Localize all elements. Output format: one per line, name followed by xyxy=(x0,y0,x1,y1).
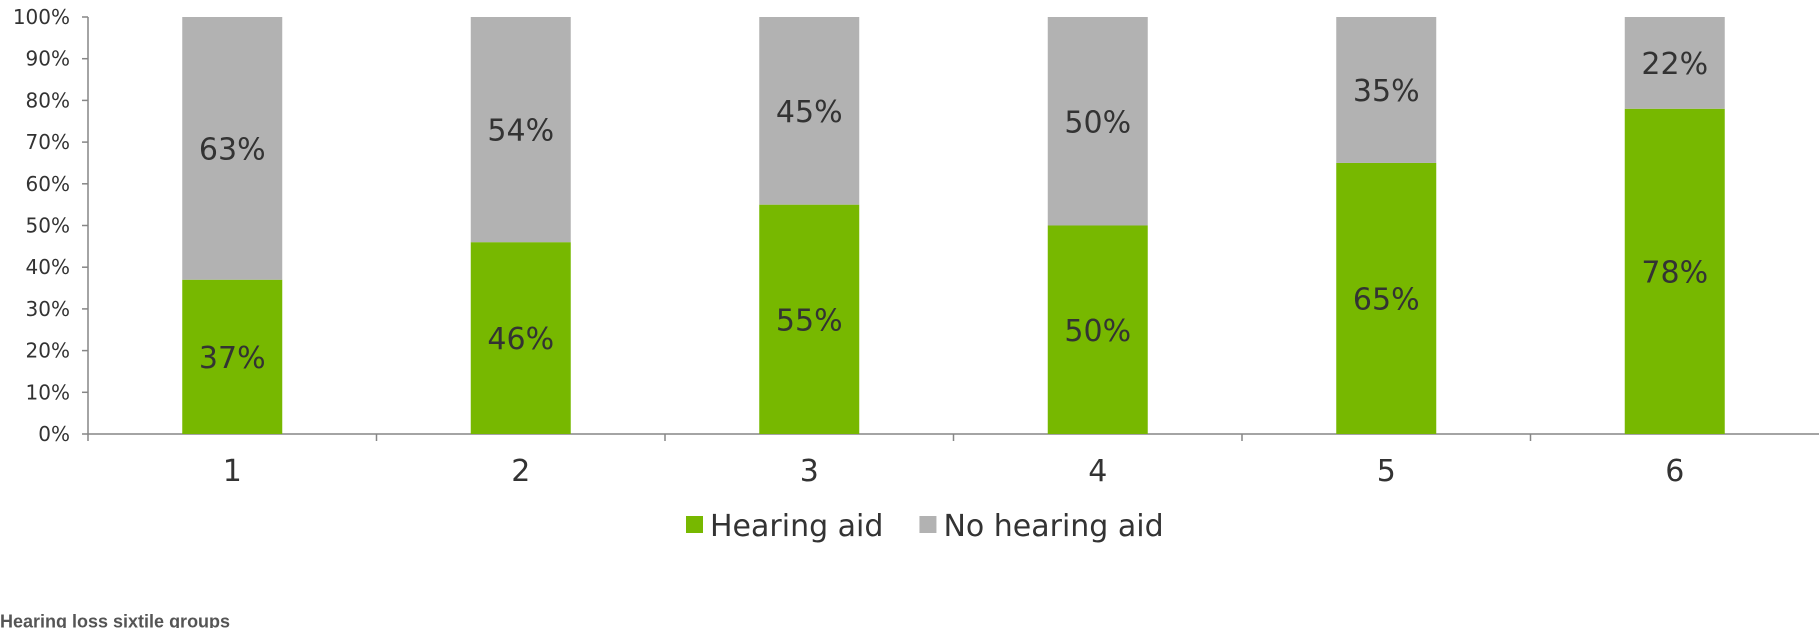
data-label: 65% xyxy=(1353,282,1420,317)
data-label: 78% xyxy=(1641,255,1708,290)
data-label: 50% xyxy=(1064,314,1131,349)
legend-label: No hearing aid xyxy=(943,509,1163,544)
y-tick-label: 40% xyxy=(26,255,70,279)
data-label: 46% xyxy=(487,322,554,357)
bar-hearing-aid xyxy=(1047,225,1148,434)
y-tick-label: 50% xyxy=(26,214,70,238)
legend-swatch xyxy=(686,516,703,533)
data-label: 22% xyxy=(1641,47,1708,82)
bar-hearing-aid xyxy=(1336,162,1437,434)
legend-label: Hearing aid xyxy=(710,509,883,544)
bar-no-hearing-aid xyxy=(470,17,571,243)
x-axis: 1 2 3 4 5 6 xyxy=(87,433,1819,489)
bar-no-hearing-aid xyxy=(1047,17,1148,226)
y-axis: 0% 10% 20% 30% 40% 50% 60% 70% 80% 90% 100% xyxy=(13,5,89,446)
bar-hearing-aid xyxy=(470,242,571,434)
bar-no-hearing-aid xyxy=(182,17,283,280)
data-label: 63% xyxy=(199,132,266,167)
x-category-label: 3 xyxy=(800,454,819,489)
bar-no-hearing-aid xyxy=(1624,17,1725,109)
bars: 37% 63% 46% 54% 55% 45% 50% 50% 65% 35% 78% 22% xyxy=(182,17,1725,435)
y-tick-label: 10% xyxy=(26,380,70,404)
data-label: 50% xyxy=(1064,105,1131,140)
legend: Hearing aid No hearing aid xyxy=(686,509,1164,544)
y-tick-label: 0% xyxy=(38,422,70,446)
y-tick-label: 30% xyxy=(26,297,70,321)
y-tick-label: 80% xyxy=(26,88,70,112)
x-category-label: 2 xyxy=(511,454,530,489)
data-label: 54% xyxy=(487,114,554,149)
bar-no-hearing-aid xyxy=(1336,17,1437,163)
bar-hearing-aid xyxy=(759,204,860,434)
x-axis-title: Hearing loss sixtile groups xyxy=(0,612,230,628)
y-tick-label: 20% xyxy=(26,339,70,363)
x-category-label: 6 xyxy=(1665,454,1684,489)
data-label: 45% xyxy=(776,95,843,130)
x-category-label: 5 xyxy=(1377,454,1396,489)
legend-swatch xyxy=(919,516,937,533)
y-tick-label: 100% xyxy=(13,5,70,29)
x-category-label: 1 xyxy=(223,454,242,489)
x-category-label: 4 xyxy=(1088,454,1107,489)
data-label: 35% xyxy=(1353,74,1420,109)
y-tick-label: 90% xyxy=(26,47,70,71)
bar-hearing-aid xyxy=(1624,108,1725,435)
y-tick-label: 60% xyxy=(26,172,70,196)
bar-hearing-aid xyxy=(182,279,283,434)
data-label: 55% xyxy=(776,303,843,338)
y-tick-label: 70% xyxy=(26,130,70,154)
bar-no-hearing-aid xyxy=(759,17,860,205)
data-label: 37% xyxy=(199,341,266,376)
